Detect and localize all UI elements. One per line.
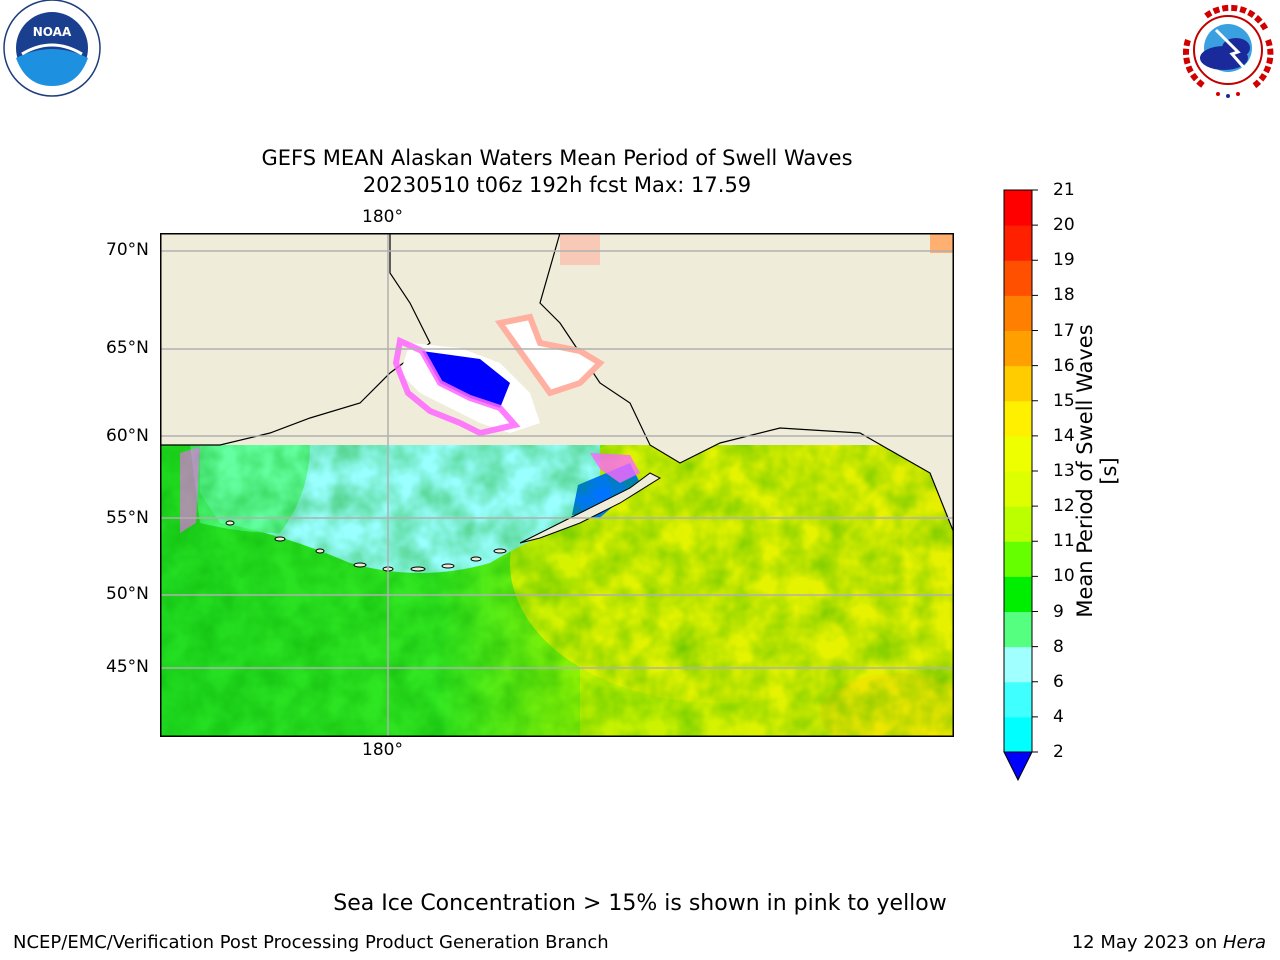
lon-label-top: 180° — [362, 207, 403, 227]
colorbar-segment — [1004, 225, 1032, 261]
colorbar-segment — [1004, 400, 1032, 437]
colorbar-tick-label: 14 — [1053, 425, 1075, 446]
credit-text: NCEP/EMC/Verification Post Processing Pr… — [13, 932, 609, 953]
colorbar-tick-label: 12 — [1053, 496, 1075, 517]
colorbar-tick-label: 8 — [1053, 636, 1064, 657]
colorbar-segment — [1004, 716, 1032, 753]
map-plot — [160, 233, 954, 737]
colorbar-segment — [1004, 611, 1032, 648]
colorbar-segment — [1004, 506, 1032, 542]
colorbar-tick-label: 20 — [1053, 215, 1075, 236]
colorbar-tick-label: 6 — [1053, 671, 1064, 692]
colorbar-segment — [1004, 681, 1032, 718]
sea-ice-blue — [422, 351, 510, 408]
colorbar-segment — [1004, 365, 1032, 402]
colorbar-tick-label: 19 — [1053, 250, 1075, 271]
date-stamp: 12 May 2023 on Hera — [1072, 932, 1266, 953]
colorbar-tick-label: 10 — [1053, 566, 1075, 587]
svg-text:NOAA: NOAA — [33, 25, 72, 39]
colorbar-tick-label: 17 — [1053, 320, 1075, 341]
ice-top-right — [930, 233, 954, 253]
colorbar-tick-label: 18 — [1053, 285, 1075, 306]
colorbar-segment — [1004, 646, 1032, 683]
colorbar-tick-label: 9 — [1053, 601, 1064, 622]
colorbar — [1003, 189, 1038, 782]
land-alaska — [539, 233, 954, 534]
colorbar-segment — [1004, 541, 1032, 577]
colorbar-segment — [1004, 330, 1032, 367]
colorbar-tick-label: 4 — [1053, 706, 1064, 727]
colorbar-segment — [1004, 295, 1032, 331]
colorbar-segment — [1004, 576, 1032, 612]
colorbar-segment — [1004, 260, 1032, 296]
colorbar-tick-label: 15 — [1053, 390, 1075, 411]
lat-label-60n: 60°N — [106, 426, 149, 446]
colorbar-tick-label: 11 — [1053, 531, 1075, 552]
noaa-logo: NOAA — [3, 0, 101, 97]
colorbar-underflow — [1003, 751, 1033, 782]
ice-top-strip — [560, 235, 600, 265]
sea-ice-note: Sea Ice Concentration > 15% is shown in … — [333, 891, 947, 916]
colorbar-label: Mean Period of Swell Waves [s] — [1073, 324, 1121, 618]
date-prefix: 12 May 2023 on — [1071, 932, 1223, 953]
lon-label-bottom: 180° — [362, 740, 403, 760]
sea-ice-east-pink — [590, 453, 640, 483]
lat-label-70n: 70°N — [106, 240, 149, 260]
lat-label-65n: 65°N — [106, 338, 149, 358]
colorbar-segment — [1004, 190, 1032, 226]
colorbar-tick-label: 2 — [1053, 742, 1064, 762]
map-title: GEFS MEAN Alaskan Waters Mean Period of … — [261, 146, 853, 170]
map-subtitle: 20230510 t06z 192h fcst Max: 17.59 — [362, 173, 752, 197]
lat-label-50n: 50°N — [106, 584, 149, 604]
alaska-peninsula — [519, 472, 662, 544]
lat-label-55n: 55°N — [106, 508, 149, 528]
machine-name: Hera — [1222, 932, 1266, 953]
nws-logo — [1180, 2, 1276, 98]
sea-ice-west — [180, 447, 200, 533]
sea-ice-pink — [392, 336, 521, 437]
sea-ice-peach — [494, 313, 605, 397]
colorbar-tick-label: 21 — [1053, 180, 1075, 200]
graticule — [160, 233, 954, 737]
colorbar-tick-label: 16 — [1053, 355, 1075, 376]
lat-label-45n: 45°N — [106, 657, 149, 677]
colorbar-segment — [1004, 435, 1032, 472]
colorbar-tick-label: 13 — [1053, 461, 1075, 481]
colorbar-segment — [1004, 471, 1032, 507]
